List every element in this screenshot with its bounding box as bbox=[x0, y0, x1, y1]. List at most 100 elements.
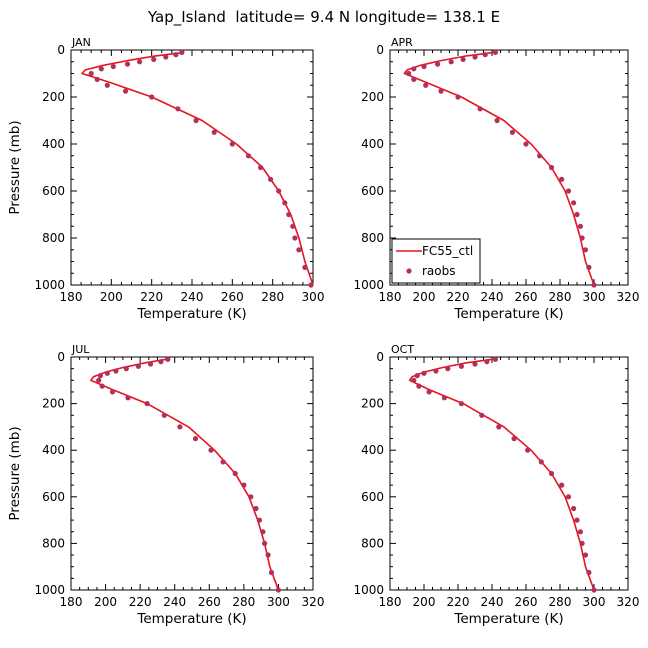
obs-point bbox=[423, 82, 429, 88]
x-tick-label: 260 bbox=[515, 290, 538, 304]
obs-point bbox=[258, 164, 264, 171]
obs-point bbox=[123, 366, 129, 372]
x-tick-label: 220 bbox=[129, 595, 152, 609]
obs-point bbox=[411, 66, 417, 72]
obs-point bbox=[173, 52, 179, 58]
obs-point bbox=[163, 54, 169, 60]
obs-point bbox=[248, 494, 254, 500]
x-tick-label: 200 bbox=[413, 290, 436, 304]
obs-point bbox=[591, 282, 597, 288]
obs-point bbox=[161, 412, 167, 418]
obs-point bbox=[275, 587, 281, 593]
obs-point bbox=[571, 200, 577, 206]
obs-point bbox=[494, 117, 500, 124]
obs-point bbox=[262, 540, 268, 547]
obs-point bbox=[511, 436, 517, 442]
obs-point bbox=[548, 164, 555, 171]
obs-point bbox=[268, 176, 274, 182]
y-tick-label: 0 bbox=[376, 350, 384, 364]
x-tick-label: 280 bbox=[549, 290, 572, 304]
obs-point bbox=[435, 61, 441, 67]
obs-point bbox=[296, 247, 302, 253]
x-tick-label: 180 bbox=[379, 595, 402, 609]
obs-point bbox=[265, 552, 271, 558]
obs-point bbox=[537, 153, 543, 159]
obs-point bbox=[94, 76, 100, 82]
obs-point bbox=[290, 223, 296, 229]
obs-point bbox=[98, 66, 104, 72]
obs-point bbox=[165, 356, 171, 362]
obs-point bbox=[582, 247, 589, 253]
obs-point bbox=[229, 141, 235, 147]
plot-frame bbox=[70, 356, 314, 591]
obs-point bbox=[97, 373, 103, 379]
y-tick-label: 400 bbox=[42, 137, 65, 151]
obs-point bbox=[113, 368, 119, 374]
obs-point bbox=[565, 188, 572, 194]
obs-point bbox=[286, 211, 292, 218]
obs-point bbox=[426, 389, 432, 395]
obs-point bbox=[438, 88, 444, 94]
obs-point bbox=[577, 223, 584, 229]
x-axis-label: Temperature (K) bbox=[453, 306, 563, 322]
x-tick-label: 180 bbox=[60, 290, 83, 304]
obs-point bbox=[411, 76, 417, 82]
y-tick-label: 1000 bbox=[353, 583, 384, 597]
obs-point bbox=[158, 359, 164, 365]
obs-point bbox=[253, 505, 259, 512]
obs-point bbox=[175, 106, 181, 112]
x-tick-label: 320 bbox=[302, 595, 325, 609]
obs-point bbox=[458, 363, 464, 369]
obs-point bbox=[99, 383, 105, 389]
legend-obs-swatch bbox=[406, 268, 412, 274]
x-tick-label: 180 bbox=[379, 290, 402, 304]
obs-point bbox=[579, 235, 585, 241]
obs-point bbox=[482, 52, 488, 58]
y-tick-label: 200 bbox=[361, 397, 384, 411]
obs-point bbox=[577, 529, 584, 535]
obs-point bbox=[586, 569, 592, 576]
obs-point bbox=[421, 63, 427, 70]
y-tick-label: 200 bbox=[361, 90, 384, 104]
x-tick-label: 300 bbox=[583, 290, 606, 304]
x-tick-label: 300 bbox=[267, 595, 290, 609]
obs-point bbox=[472, 361, 478, 367]
y-axis-label: Pressure (mb) bbox=[7, 426, 23, 520]
panel-label: OCT bbox=[391, 343, 414, 356]
obs-point bbox=[110, 63, 116, 70]
obs-point bbox=[144, 401, 150, 407]
x-tick-label: 260 bbox=[221, 290, 244, 304]
obs-point bbox=[268, 569, 275, 576]
legend-model-label: FC55_ctl bbox=[422, 244, 473, 258]
y-tick-label: 800 bbox=[361, 536, 384, 550]
obs-point bbox=[525, 447, 531, 453]
legend-obs-label: raobs bbox=[422, 264, 456, 278]
legend-box bbox=[391, 238, 481, 284]
obs-point bbox=[559, 482, 565, 488]
obs-point bbox=[411, 377, 417, 383]
obs-point bbox=[574, 517, 580, 523]
y-tick-label: 1000 bbox=[34, 278, 65, 292]
x-tick-label: 300 bbox=[583, 595, 606, 609]
obs-point bbox=[492, 356, 498, 362]
obs-point bbox=[406, 70, 412, 77]
x-tick-label: 280 bbox=[549, 595, 572, 609]
y-tick-label: 1000 bbox=[353, 278, 384, 292]
y-tick-label: 800 bbox=[42, 536, 65, 550]
obs-point bbox=[137, 59, 143, 65]
y-tick-label: 400 bbox=[42, 443, 65, 457]
obs-point bbox=[88, 70, 94, 77]
panel-jan: 180 200 220 240 260 280 300 0 200 400 600 800 1000 Te… bbox=[7, 36, 324, 322]
x-tick-label: 200 bbox=[94, 595, 117, 609]
obs-point bbox=[135, 363, 141, 369]
panel-label: APR bbox=[391, 36, 413, 49]
obs-point bbox=[416, 383, 422, 389]
x-tick-label: 260 bbox=[515, 595, 538, 609]
obs-point bbox=[177, 424, 183, 430]
obs-point bbox=[433, 368, 439, 374]
x-tick-label: 240 bbox=[481, 595, 504, 609]
obs-point bbox=[586, 264, 592, 270]
x-axis-label: Temperature (K) bbox=[453, 611, 563, 627]
obs-point bbox=[308, 282, 314, 288]
obs-point bbox=[276, 188, 282, 194]
